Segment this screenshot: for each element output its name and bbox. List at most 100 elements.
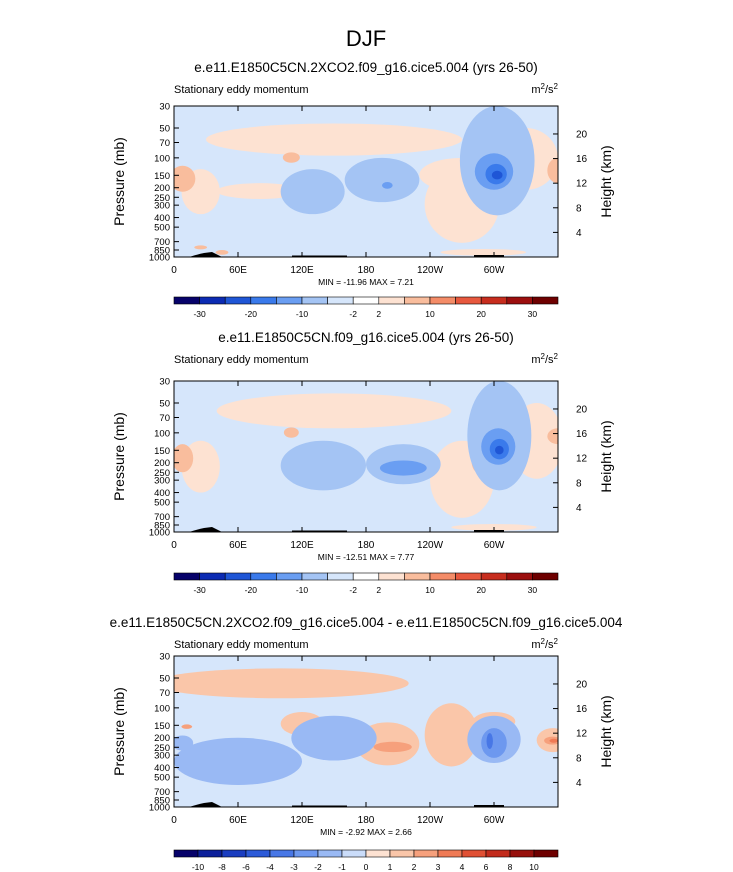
colorbar-swatch (461, 849, 487, 858)
y-tick-label: 250 (154, 743, 170, 754)
contour-region-positive (181, 724, 193, 729)
right-axis-label: Height (km) (598, 145, 614, 217)
right-tick-label: 20 (576, 129, 588, 140)
colorbar-swatch (269, 849, 295, 858)
colorbar-swatch (173, 572, 200, 581)
colorbar-swatch (327, 296, 354, 305)
x-tick-label: 120W (417, 265, 444, 276)
y-tick-label: 50 (159, 398, 170, 409)
main-title: DJF (346, 26, 386, 51)
colorbar-label: 30 (528, 585, 538, 595)
colorbar-label: 10 (529, 862, 539, 872)
contour-region-positive (216, 393, 452, 429)
colorbar-label: -10 (296, 585, 309, 595)
colorbar-label: 4 (460, 862, 465, 872)
contour-region-positive (549, 738, 558, 743)
colorbar-swatch (480, 572, 508, 581)
chart-panel-3: e.e11.E1850C5CN.2XCO2.f09_g16.cice5.004 … (110, 615, 623, 872)
colorbar-label: 2 (376, 309, 381, 319)
x-tick-label: 60W (484, 815, 505, 826)
colorbar-swatch (224, 572, 252, 581)
colorbar-swatch (199, 572, 226, 581)
panel-left-string: Stationary eddy momentum (174, 84, 309, 96)
colorbar-swatch (199, 296, 226, 305)
colorbar-label: -2 (349, 309, 357, 319)
plot-area (174, 381, 558, 532)
x-tick-label: 60E (229, 540, 247, 551)
colorbar-swatch (197, 849, 223, 858)
colorbar-label: -20 (245, 309, 258, 319)
colorbar-label: 2 (376, 585, 381, 595)
topography (292, 530, 347, 532)
colorbar-label: -6 (242, 862, 250, 872)
x-tick-label: 120W (417, 540, 444, 551)
y-tick-label: 700 (154, 237, 170, 248)
y-tick-label: 30 (159, 377, 170, 388)
x-tick-label: 60E (229, 815, 247, 826)
colorbar-swatch (429, 572, 456, 581)
contour-region-negative (491, 170, 503, 180)
y-tick-label: 400 (154, 763, 170, 774)
colorbar-swatch (506, 572, 533, 581)
right-tick-label: 16 (576, 429, 588, 440)
contour-region-positive (174, 444, 194, 473)
colorbar-swatch (455, 296, 482, 305)
panel-left-string: Stationary eddy momentum (174, 354, 309, 366)
x-tick-label: 180 (358, 815, 375, 826)
y-tick-label: 1000 (149, 803, 170, 814)
colorbar-swatch (404, 572, 431, 581)
right-tick-label: 20 (576, 404, 588, 415)
colorbar-swatch (365, 849, 391, 858)
contour-region-positive (282, 152, 300, 163)
contour-region-negative (486, 733, 493, 749)
contour-region-positive (206, 123, 462, 156)
x-tick-label: 0 (171, 540, 177, 551)
topography (292, 805, 347, 807)
colorbar-swatch (276, 572, 303, 581)
colorbar-label: -30 (193, 585, 206, 595)
colorbar-swatch (224, 296, 252, 305)
colorbar-swatch (485, 849, 511, 858)
colorbar-swatch (352, 296, 380, 305)
colorbar-label: 20 (476, 309, 486, 319)
right-tick-label: 8 (576, 203, 582, 214)
colorbar-swatch (221, 849, 247, 858)
min-max-stats: MIN = -2.92 MAX = 2.66 (320, 827, 412, 837)
y-tick-label: 70 (159, 413, 170, 424)
y-tick-label: 850 (154, 246, 170, 257)
y-tick-label: 70 (159, 688, 170, 699)
x-tick-label: 120E (290, 265, 314, 276)
right-axis-label: Height (km) (598, 695, 614, 767)
contour-region-positive (174, 165, 196, 192)
y-tick-label: 500 (154, 773, 170, 784)
x-tick-label: 120E (290, 540, 314, 551)
panel-title: e.e11.E1850C5CN.f09_g16.cice5.004 (yrs 2… (218, 330, 513, 345)
colorbar-swatch (480, 296, 508, 305)
contour-region-positive (174, 668, 409, 699)
units-part: /s (545, 354, 554, 366)
contour-region-negative (174, 737, 302, 786)
y-axis-label: Pressure (mb) (111, 687, 127, 776)
panel-units: m2/s2 (531, 82, 558, 96)
right-axis-label: Height (km) (598, 420, 614, 492)
topography (474, 530, 504, 532)
right-tick-label: 8 (576, 478, 582, 489)
colorbar-label: -4 (266, 862, 274, 872)
colorbar-swatch (341, 849, 367, 858)
colorbar-swatch (378, 296, 405, 305)
x-tick-label: 120W (417, 815, 444, 826)
units-part: 2 (554, 352, 559, 361)
panel-title: e.e11.E1850C5CN.2XCO2.f09_g16.cice5.004 … (194, 60, 537, 75)
y-tick-label: 70 (159, 138, 170, 149)
topography (474, 255, 504, 257)
y-tick-label: 30 (159, 652, 170, 663)
y-tick-label: 200 (154, 458, 170, 469)
colorbar-swatch (437, 849, 463, 858)
plot-area (174, 656, 558, 807)
right-tick-label: 12 (576, 454, 588, 465)
colorbar-label: -2 (349, 585, 357, 595)
colorbar-label: 6 (484, 862, 489, 872)
y-tick-label: 850 (154, 796, 170, 807)
colorbar-swatch (250, 296, 277, 305)
